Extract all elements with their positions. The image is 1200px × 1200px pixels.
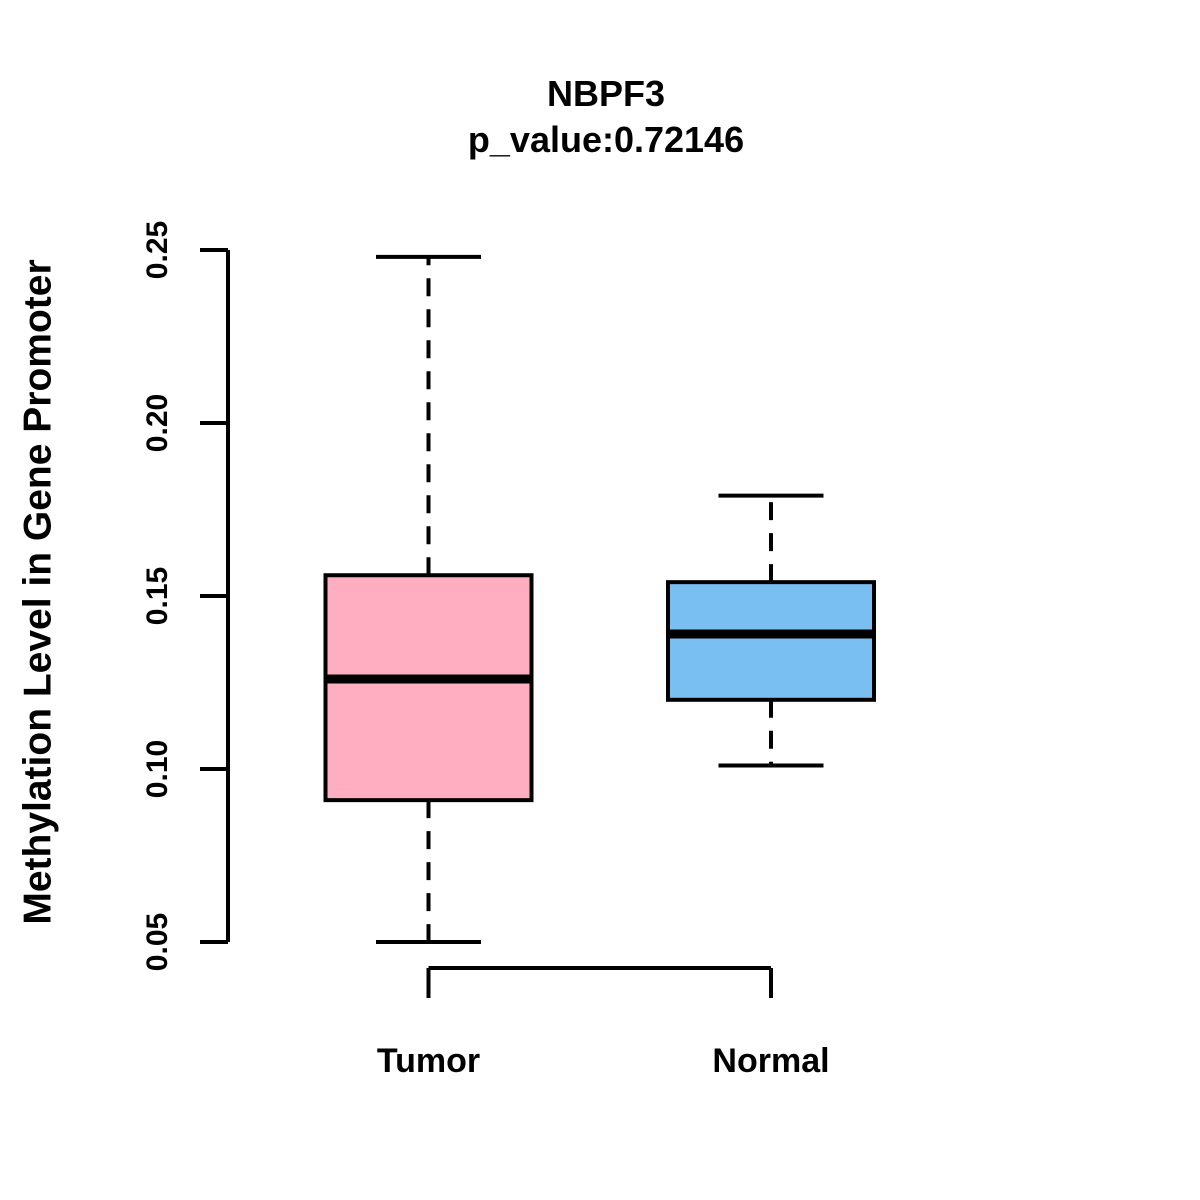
y-tick-label: 0.10 bbox=[141, 739, 174, 799]
x-category-label-normal: Normal bbox=[712, 1042, 830, 1080]
box-tumor bbox=[323, 573, 534, 803]
x-category-label-tumor: Tumor bbox=[376, 1042, 481, 1080]
y-tick-label: 0.05 bbox=[141, 912, 174, 972]
box-normal bbox=[666, 580, 876, 702]
y-axis-title: Methylation Level in Gene Promoter bbox=[16, 259, 60, 925]
y-tick-label: 0.20 bbox=[141, 393, 174, 453]
chart-title: NBPF3 bbox=[546, 73, 666, 114]
y-tick-label: 0.15 bbox=[141, 566, 174, 626]
y-tick-label: 0.25 bbox=[141, 220, 174, 280]
chart-subtitle-pvalue: p_value:0.72146 bbox=[467, 119, 745, 160]
